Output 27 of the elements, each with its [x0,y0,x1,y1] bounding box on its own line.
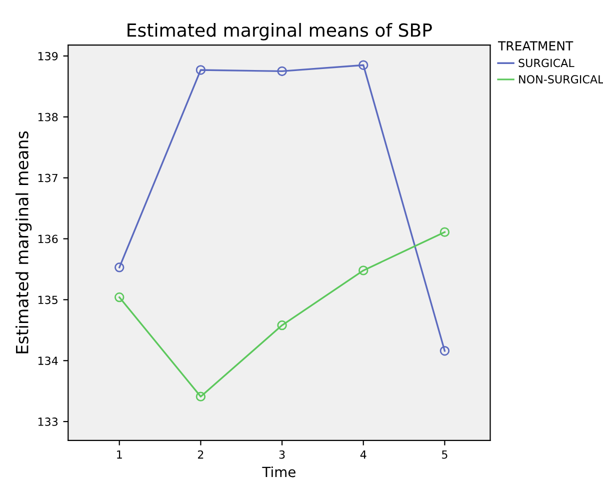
y-tick-label: 137 [38,174,58,182]
y-tick-label: 139 [38,52,58,60]
y-tick-label: 133 [38,418,58,426]
x-tick-label: 5 [442,450,448,459]
x-tick-label: 2 [198,450,204,459]
x-axis-title: Time [262,466,296,478]
x-tick-label: 3 [279,450,285,459]
legend-title: TREATMENT [498,41,574,50]
point [277,66,287,76]
y-tick-label: 135 [38,296,58,304]
point [358,60,368,70]
y-axis-title: Estimated marginal means [16,131,32,354]
point [277,320,287,330]
y-tick-label: 138 [38,112,58,122]
chart-title: Estimated marginal means of SBP [128,22,432,40]
y-tick-label: 136 [38,234,58,244]
x-tick-label: 1 [117,450,122,459]
point [114,292,124,302]
point [196,392,206,402]
point [440,346,450,356]
x-tick-label: 4 [360,450,366,459]
point [440,227,450,237]
point [114,262,124,272]
point [196,65,206,75]
legend-label: SURGICAL [518,58,574,68]
point [358,266,368,276]
y-tick-label: 134 [38,356,58,366]
